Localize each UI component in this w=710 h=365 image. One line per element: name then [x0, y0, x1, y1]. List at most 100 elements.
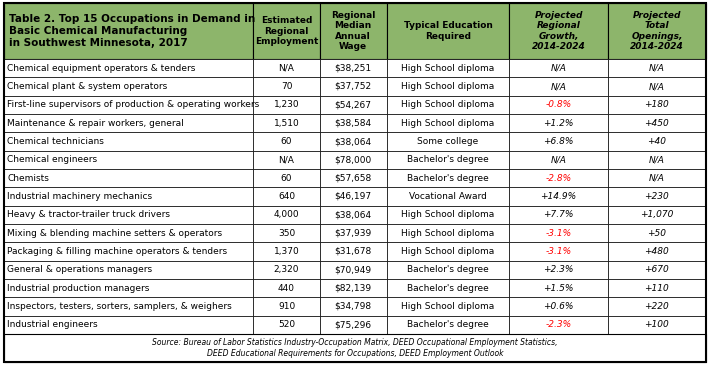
Text: -2.3%: -2.3% — [545, 320, 572, 329]
Bar — [510, 297, 608, 316]
Bar — [253, 187, 320, 205]
Text: Industrial production managers: Industrial production managers — [7, 284, 149, 293]
Bar — [253, 114, 320, 132]
Bar — [320, 77, 386, 96]
Bar — [320, 151, 386, 169]
Bar — [320, 242, 386, 261]
Text: N/A: N/A — [649, 155, 665, 164]
Bar — [510, 224, 608, 242]
Bar — [386, 242, 510, 261]
Bar — [253, 77, 320, 96]
Text: 1,370: 1,370 — [273, 247, 300, 256]
Bar — [386, 132, 510, 151]
Bar — [510, 279, 608, 297]
Bar — [4, 77, 253, 96]
Text: Bachelor's degree: Bachelor's degree — [407, 265, 489, 274]
Text: High School diploma: High School diploma — [401, 247, 495, 256]
Bar — [386, 261, 510, 279]
Text: -3.1%: -3.1% — [545, 247, 572, 256]
Bar — [510, 242, 608, 261]
Bar — [320, 279, 386, 297]
Bar — [510, 114, 608, 132]
Text: +1.5%: +1.5% — [543, 284, 574, 293]
Bar — [510, 316, 608, 334]
Bar — [253, 261, 320, 279]
Bar — [4, 297, 253, 316]
Bar — [320, 316, 386, 334]
Text: 2,320: 2,320 — [274, 265, 300, 274]
Text: +14.9%: +14.9% — [540, 192, 577, 201]
Text: $78,000: $78,000 — [334, 155, 372, 164]
Bar — [608, 297, 706, 316]
Bar — [4, 187, 253, 205]
Text: -0.8%: -0.8% — [545, 100, 572, 110]
Bar — [608, 224, 706, 242]
Text: General & operations managers: General & operations managers — [7, 265, 152, 274]
Text: High School diploma: High School diploma — [401, 100, 495, 110]
Bar — [253, 316, 320, 334]
Bar — [4, 59, 253, 77]
Bar — [386, 169, 510, 187]
Bar — [253, 297, 320, 316]
Text: Heavy & tractor-trailer truck drivers: Heavy & tractor-trailer truck drivers — [7, 210, 170, 219]
Text: Inspectors, testers, sorters, samplers, & weighers: Inspectors, testers, sorters, samplers, … — [7, 302, 231, 311]
Text: 4,000: 4,000 — [274, 210, 300, 219]
Text: Regional
Median
Annual
Wage: Regional Median Annual Wage — [331, 11, 376, 51]
Bar — [4, 242, 253, 261]
Text: +6.8%: +6.8% — [543, 137, 574, 146]
Bar — [4, 316, 253, 334]
Bar — [253, 3, 320, 59]
Bar — [510, 96, 608, 114]
Bar — [253, 151, 320, 169]
Bar — [253, 279, 320, 297]
Text: +220: +220 — [645, 302, 670, 311]
Bar — [320, 297, 386, 316]
Text: N/A: N/A — [649, 64, 665, 73]
Text: N/A: N/A — [649, 82, 665, 91]
Text: High School diploma: High School diploma — [401, 119, 495, 128]
Text: 60: 60 — [280, 137, 293, 146]
Text: +7.7%: +7.7% — [543, 210, 574, 219]
Text: 640: 640 — [278, 192, 295, 201]
Text: Chemical technicians: Chemical technicians — [7, 137, 104, 146]
Bar — [253, 169, 320, 187]
Bar — [4, 224, 253, 242]
Text: First-line supervisors of production & operating workers: First-line supervisors of production & o… — [7, 100, 259, 110]
Text: Maintenance & repair workers, general: Maintenance & repair workers, general — [7, 119, 184, 128]
Text: +110: +110 — [645, 284, 670, 293]
Text: High School diploma: High School diploma — [401, 82, 495, 91]
Bar — [4, 279, 253, 297]
Bar — [510, 187, 608, 205]
Text: 440: 440 — [278, 284, 295, 293]
Text: +50: +50 — [648, 228, 667, 238]
Text: 520: 520 — [278, 320, 295, 329]
Bar — [608, 205, 706, 224]
Bar — [253, 242, 320, 261]
Bar — [320, 261, 386, 279]
Text: Some college: Some college — [417, 137, 479, 146]
Bar — [320, 96, 386, 114]
Text: +450: +450 — [645, 119, 670, 128]
Bar — [4, 205, 253, 224]
Bar — [320, 114, 386, 132]
Text: Vocational Award: Vocational Award — [409, 192, 487, 201]
Text: High School diploma: High School diploma — [401, 228, 495, 238]
Bar — [4, 132, 253, 151]
Bar — [253, 224, 320, 242]
Text: Chemical equipment operators & tenders: Chemical equipment operators & tenders — [7, 64, 195, 73]
Bar — [608, 151, 706, 169]
Bar — [4, 151, 253, 169]
Bar — [510, 59, 608, 77]
Bar — [4, 334, 706, 362]
Bar — [608, 261, 706, 279]
Bar — [510, 151, 608, 169]
Text: Estimated
Regional
Employment: Estimated Regional Employment — [255, 16, 318, 46]
Bar — [253, 205, 320, 224]
Text: Bachelor's degree: Bachelor's degree — [407, 155, 489, 164]
Text: $57,658: $57,658 — [334, 174, 372, 182]
Text: N/A: N/A — [551, 64, 567, 73]
Bar — [608, 316, 706, 334]
Bar — [386, 205, 510, 224]
Text: Projected
Regional
Growth,
2014-2024: Projected Regional Growth, 2014-2024 — [532, 11, 586, 51]
Text: +0.6%: +0.6% — [543, 302, 574, 311]
